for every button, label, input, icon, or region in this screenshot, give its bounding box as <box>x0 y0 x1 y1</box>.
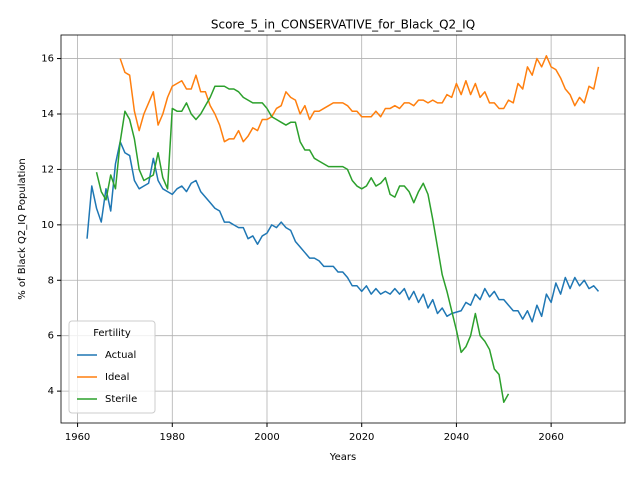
legend-title: Fertility <box>93 328 131 339</box>
y-tick-label: 14 <box>41 109 54 120</box>
x-tick-label: 2040 <box>444 432 469 443</box>
y-axis-label: % of Black Q2_IQ Population <box>17 158 28 300</box>
legend-label: Sterile <box>105 394 137 405</box>
y-tick-label: 6 <box>48 331 54 342</box>
x-tick-label: 2060 <box>538 432 563 443</box>
legend-label: Ideal <box>105 372 129 383</box>
line-series <box>95 85 510 403</box>
y-tick-label: 12 <box>41 164 54 175</box>
y-tick-label: 16 <box>41 54 54 65</box>
x-tick-label: 1980 <box>160 432 185 443</box>
legend-label: Actual <box>105 350 136 361</box>
y-tick-label: 8 <box>48 275 54 286</box>
line-series <box>86 140 600 323</box>
line-series <box>119 55 600 143</box>
y-tick-label: 10 <box>41 220 54 231</box>
x-tick-label: 2000 <box>254 432 279 443</box>
y-tick-label: 4 <box>48 386 54 397</box>
x-axis-label: Years <box>329 452 356 463</box>
x-tick-label: 1960 <box>65 432 90 443</box>
axes-frame <box>60 34 626 424</box>
chart-title: Score_5_in_CONSERVATIVE_for_Black_Q2_IQ <box>211 18 475 32</box>
x-tick-label: 2020 <box>349 432 374 443</box>
legend-box <box>68 320 156 414</box>
